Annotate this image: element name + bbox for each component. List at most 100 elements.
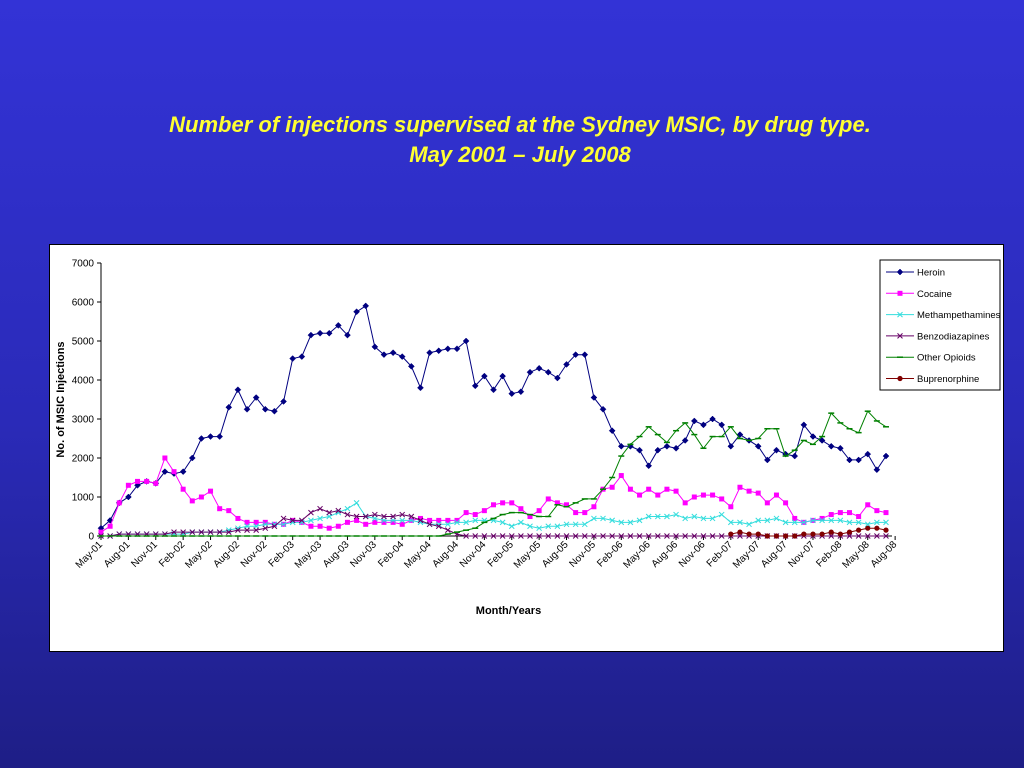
data-point [234,386,242,394]
data-point [864,533,871,539]
data-point [289,355,297,362]
marker-shape [116,500,122,506]
marker-shape [463,510,469,516]
marker-shape [325,329,333,337]
x-tick-label: Aug-03 [321,539,352,570]
marker-shape [536,508,542,514]
data-point [837,531,843,537]
marker-shape [627,519,634,526]
marker-shape [773,515,780,522]
marker-shape [646,486,652,492]
data-point [517,388,525,396]
data-point [636,517,643,524]
data-point [471,382,479,390]
legend-swatch-marker [897,290,903,296]
marker-shape [171,529,177,535]
legend-item-buprenorphine: Buprenorphine [886,374,979,385]
marker-shape [380,351,388,359]
data-point [153,480,159,486]
data-point [216,529,223,535]
marker-shape [792,533,798,539]
legend-swatch-marker [897,333,903,339]
marker-shape [417,384,424,392]
data-point [581,521,588,528]
data-point [335,523,341,529]
marker-shape [664,513,670,520]
marker-shape [161,468,169,476]
marker-shape [897,333,903,339]
marker-shape [837,517,844,524]
marker-shape [864,521,871,528]
data-point [691,533,698,539]
data-point [800,519,807,526]
marker-shape [244,519,250,525]
marker-shape [609,533,616,539]
legend-box [879,259,1001,391]
marker-shape [225,529,232,535]
marker-shape [773,446,780,454]
marker-shape [865,525,871,531]
data-point [271,521,278,528]
marker-shape [399,511,406,518]
marker-shape [828,533,835,539]
marker-shape [308,523,314,529]
marker-shape [545,533,552,539]
data-point [536,525,542,532]
marker-shape [773,492,779,498]
marker-shape [800,421,808,429]
data-point [864,450,872,458]
series-other-opioids [98,410,889,537]
data-point [508,533,515,539]
marker-shape [426,521,433,528]
series-heroin [97,302,890,532]
marker-shape [508,523,515,530]
chart-frame: 0 1000 2000 3000 4000 5000 6000 7000 May-01 Aug-0… [49,244,1004,652]
y-tick-label: 2000 [72,454,95,465]
marker-shape [883,519,889,526]
y-tick-label: 1000 [72,493,95,504]
marker-shape [243,405,251,413]
data-point [499,519,506,526]
marker-shape [883,527,889,533]
marker-shape [627,533,634,539]
marker-shape [545,496,551,502]
data-point [344,331,351,339]
data-point [426,349,433,357]
marker-shape [654,533,661,539]
data-point [198,494,204,500]
marker-shape [681,437,689,444]
marker-shape [810,531,816,537]
x-tick-label: Aug-07 [759,539,790,570]
marker-shape [700,492,706,498]
data-point [728,531,734,537]
marker-shape [408,513,415,520]
data-point [810,531,816,537]
marker-shape [563,361,570,368]
data-point [500,500,506,506]
marker-shape [691,513,698,520]
data-point [691,513,698,520]
data-point [700,492,706,498]
data-point [837,510,843,516]
series-benzodiazapines [98,505,889,539]
marker-shape [371,343,379,351]
data-point [508,390,516,398]
data-point [709,415,716,423]
marker-shape [882,452,890,460]
marker-shape [463,519,469,526]
legend-item-methampethamines: Methampethamines [886,310,1001,321]
data-point [399,511,406,518]
data-point [518,506,524,512]
data-point [764,517,771,524]
data-point [161,468,169,476]
data-point [883,519,889,526]
data-point [664,533,670,539]
marker-shape [599,405,607,413]
marker-shape [207,433,214,440]
marker-shape [390,519,396,525]
data-point [818,437,826,444]
data-point [179,468,187,476]
marker-shape [719,496,725,502]
x-tick-label: Aug-02 [211,539,242,570]
data-point [600,533,606,539]
